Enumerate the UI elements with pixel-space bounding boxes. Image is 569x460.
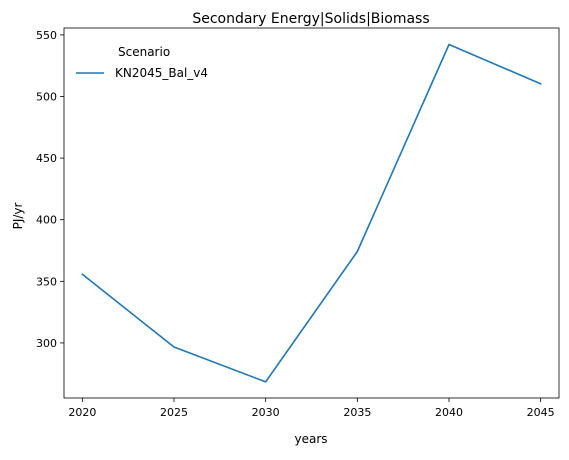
x-axis: 2020 2025 2030 2035 2040 2045 <box>68 398 555 419</box>
plot-area <box>63 27 560 399</box>
y-tick-label: 550 <box>36 29 57 42</box>
legend-title: Scenario <box>118 45 170 59</box>
series-line <box>81 43 542 383</box>
y-tick-label: 400 <box>36 214 57 227</box>
y-tick-label: 450 <box>36 152 57 165</box>
x-tick-label: 2045 <box>527 406 555 419</box>
legend: Scenario KN2045_Bal_v4 <box>76 45 208 80</box>
x-tick-label: 2030 <box>252 406 280 419</box>
y-axis: 300 350 400 450 500 550 <box>36 29 64 350</box>
y-tick-label: 350 <box>36 275 57 288</box>
chart-title: Secondary Energy|Solids|Biomass <box>192 11 429 27</box>
x-axis-label: years <box>294 432 327 446</box>
series-layer <box>81 43 542 383</box>
x-tick-label: 2040 <box>435 406 463 419</box>
y-tick-label: 300 <box>36 337 57 350</box>
x-tick-label: 2035 <box>343 406 371 419</box>
y-axis-label: PJ/yr <box>11 203 25 230</box>
x-tick-label: 2020 <box>68 406 96 419</box>
legend-entry-label: KN2045_Bal_v4 <box>115 66 208 80</box>
x-tick-label: 2025 <box>160 406 188 419</box>
y-tick-label: 500 <box>36 91 57 104</box>
